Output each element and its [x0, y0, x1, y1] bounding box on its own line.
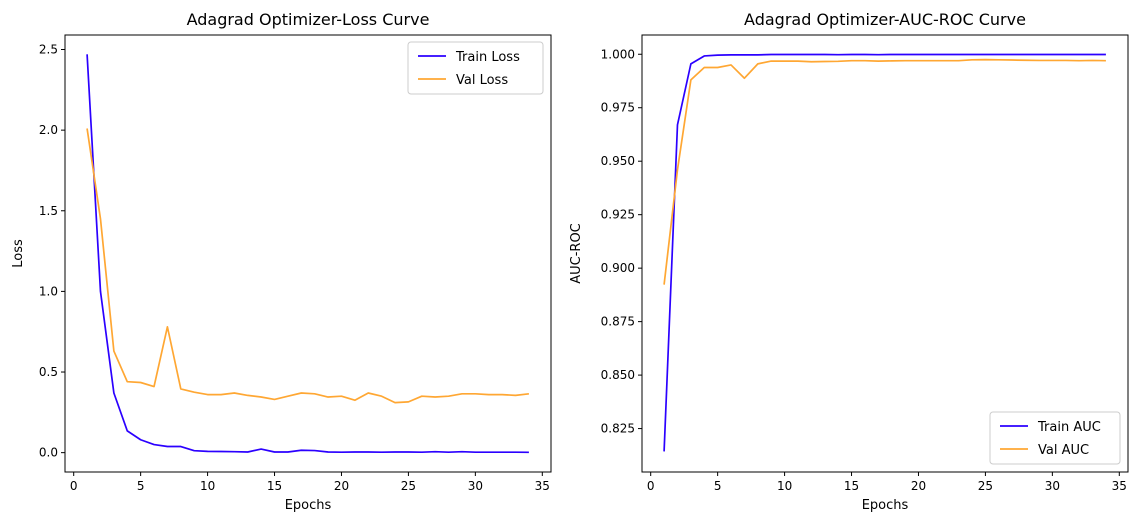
chart-0-series-val-loss	[86, 128, 530, 404]
chart-1-y-tick-label: 0.975	[601, 101, 635, 115]
chart-1-legend-label-val-auc: Val AUC	[1038, 443, 1089, 458]
chart-0-y-tick-label: 0.5	[39, 365, 58, 379]
chart-1-x-tick-label: 35	[1112, 479, 1127, 493]
chart-0-legend-label-val-loss: Val Loss	[456, 73, 508, 88]
chart-1-series-train-auc	[663, 53, 1106, 452]
chart-0-x-axis-label: Epochs	[285, 498, 332, 513]
chart-0-y-tick-label: 0.0	[39, 446, 58, 460]
chart-0-x-tick-label: 15	[267, 479, 282, 493]
chart-0-legend-box	[407, 41, 544, 95]
chart-1-y-tick-label: 0.900	[601, 261, 635, 275]
chart-0-x-tick-label: 5	[137, 479, 145, 493]
chart-0-y-tick-label: 2.0	[39, 123, 58, 137]
chart-1-legend: Train AUC Val AUC	[989, 411, 1121, 465]
chart-1-y-tick-label: 0.850	[601, 368, 635, 382]
chart-1-y-tick-label: 0.950	[601, 154, 635, 168]
chart-0-x-tick-label: 25	[401, 479, 416, 493]
chart-0-x-tick-label: 10	[200, 479, 215, 493]
chart-1-x-tick-label: 15	[844, 479, 859, 493]
chart-1-series-val-auc	[663, 58, 1106, 285]
chart-0-y-tick-label: 2.5	[39, 43, 58, 57]
chart-0-title: Adagrad Optimizer-Loss Curve	[187, 10, 430, 29]
chart-0-y-axis-label: Loss	[11, 239, 26, 268]
chart-0-plot-frame	[64, 34, 552, 473]
chart-1-plot-frame	[641, 34, 1129, 473]
chart-0-y-tick-label: 1.5	[39, 204, 58, 218]
chart-1-x-tick-label: 30	[1045, 479, 1060, 493]
auc-roc-chart: Adagrad Optimizer-AUC-ROC Curve 0 5 10 15 20 2…	[569, 10, 1129, 513]
chart-0-x-tick-label: 0	[70, 479, 78, 493]
chart-1-y-tick-label: 0.825	[601, 422, 635, 436]
chart-0-y-tick-label: 1.0	[39, 284, 58, 298]
chart-1-legend-box	[989, 411, 1121, 465]
chart-0-legend: Train Loss Val Loss	[407, 41, 544, 95]
chart-1-x-tick-label: 0	[647, 479, 655, 493]
chart-0-x-tick-label: 20	[334, 479, 349, 493]
chart-1-x-tick-label: 20	[911, 479, 926, 493]
chart-1-legend-label-train-auc: Train AUC	[1037, 420, 1101, 435]
chart-1-title: Adagrad Optimizer-AUC-ROC Curve	[744, 10, 1026, 29]
chart-1-x-tick-label: 5	[714, 479, 722, 493]
chart-1-x-tick-label: 25	[978, 479, 993, 493]
loss-chart: Adagrad Optimizer-Loss Curve 0 5 10 15 20 25 30…	[11, 10, 552, 513]
chart-0-x-tick-label: 30	[468, 479, 483, 493]
chart-0-x-tick-label: 35	[535, 479, 550, 493]
chart-1-y-tick-label: 0.875	[601, 315, 635, 329]
chart-1-y-axis-label: AUC-ROC	[569, 223, 584, 284]
chart-1-x-axis-label: Epochs	[862, 498, 909, 513]
chart-0-series-train-loss	[86, 54, 529, 454]
chart-1-y-tick-label: 1.000	[601, 47, 635, 61]
chart-1-y-tick-label: 0.925	[601, 208, 635, 222]
chart-1-x-tick-label: 10	[777, 479, 792, 493]
chart-0-legend-label-train-loss: Train Loss	[455, 50, 520, 65]
